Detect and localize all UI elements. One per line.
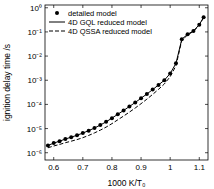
y-tick-label: 10⁻²: [27, 52, 42, 61]
series-line: [48, 17, 204, 145]
legend-line: [49, 22, 65, 23]
y-tick: [205, 152, 208, 153]
x-tick: [170, 5, 171, 8]
x-tick-label: 1: [168, 163, 173, 172]
y-tick: [205, 104, 208, 105]
y-tick: [45, 31, 48, 32]
x-tick: [53, 5, 54, 8]
y-tick-label: 10⁻⁴: [27, 100, 43, 109]
x-tick-label: 0.6: [48, 163, 60, 172]
legend-line: [49, 31, 65, 32]
y-tick: [205, 128, 208, 129]
y-tick-label: 10⁰: [30, 4, 42, 13]
x-tick: [111, 157, 112, 160]
y-tick: [45, 104, 48, 105]
y-tick: [205, 7, 208, 8]
legend-label: 4D GQL reduced model: [68, 18, 147, 27]
y-tick-label: 10⁻³: [27, 76, 42, 85]
x-tick: [82, 5, 83, 8]
y-tick-label: 10⁻⁶: [27, 149, 42, 158]
legend-marker: [55, 11, 59, 15]
legend-label: 4D QSSA reduced model: [68, 27, 152, 36]
series-line: [48, 17, 204, 147]
x-tick-label: 0.9: [135, 163, 147, 172]
y-tick: [45, 7, 48, 8]
x-axis-label: 1000 K/T₀: [107, 178, 145, 188]
x-tick: [141, 5, 142, 8]
y-tick: [45, 56, 48, 57]
y-tick-label: 10⁻⁵: [27, 125, 42, 134]
y-tick: [205, 56, 208, 57]
chart: 0.6 0.7 0.8 0.9 1 1.1 10⁻⁶ 10⁻⁵ 10⁻⁴ 10⁻³ 10⁻² 10⁻¹…: [0, 0, 214, 189]
x-tick: [199, 157, 200, 160]
y-axis-label: ignition delay time /s: [2, 44, 12, 121]
y-tick-label: 10⁻¹: [27, 28, 42, 37]
plot-frame: [45, 5, 208, 160]
y-tick: [45, 152, 48, 153]
y-tick: [205, 31, 208, 32]
plot-data: [46, 15, 206, 147]
x-tick: [170, 157, 171, 160]
y-tick: [45, 80, 48, 81]
x-tick-label: 0.8: [106, 163, 118, 172]
x-tick: [82, 157, 83, 160]
x-tick-label: 0.7: [77, 163, 89, 172]
x-tick: [141, 157, 142, 160]
y-tick: [45, 128, 48, 129]
x-tick: [199, 5, 200, 8]
x-tick: [111, 5, 112, 8]
legend-label: detailed model: [68, 9, 117, 18]
x-tick-label: 1.1: [194, 163, 206, 172]
legend: detailed model4D GQL reduced model4D QSS…: [49, 9, 152, 36]
y-tick: [205, 80, 208, 81]
x-tick: [53, 157, 54, 160]
